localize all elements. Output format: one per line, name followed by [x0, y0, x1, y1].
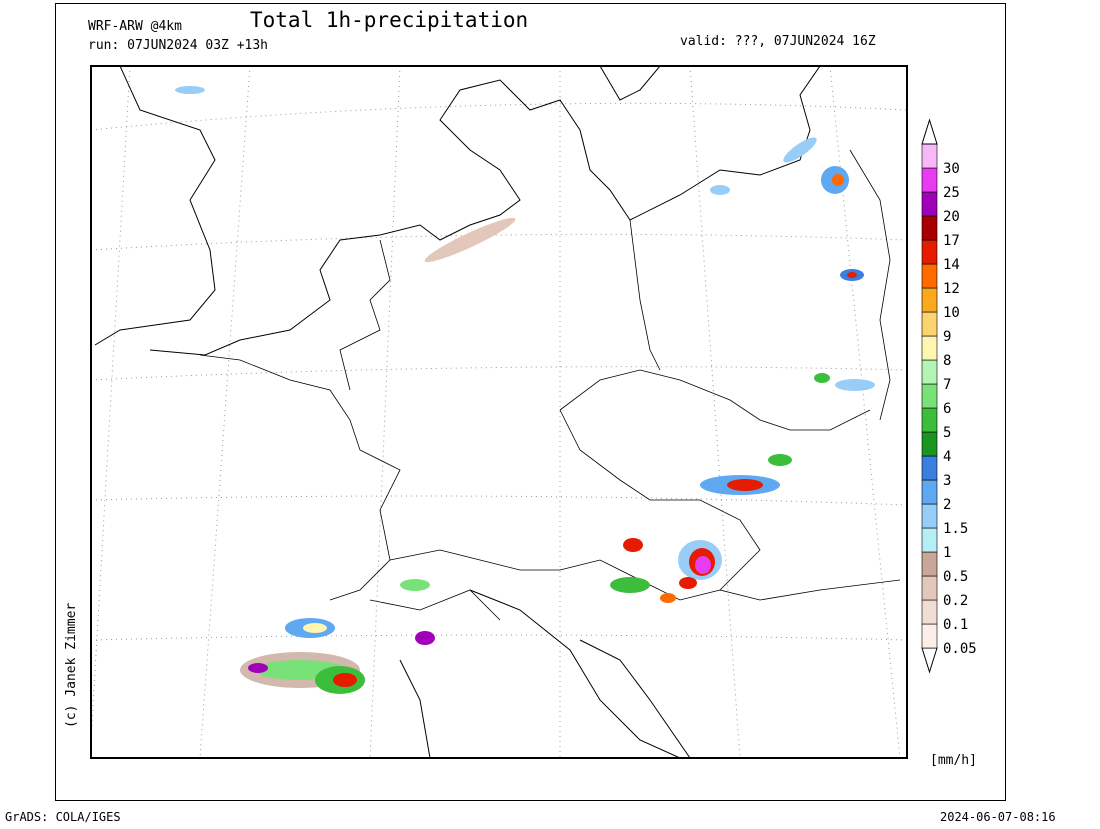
legend-cell: [921, 263, 938, 289]
coastlines: [94, 66, 821, 758]
legend-label: 1.5: [943, 521, 968, 537]
legend-cell: [921, 311, 938, 337]
legend-cell: [921, 431, 938, 457]
legend-label: 4: [943, 449, 951, 465]
map-frame: [90, 65, 908, 759]
legend-label: 2: [943, 497, 951, 513]
run-label: run: 07JUN2024 03Z +13h: [88, 38, 268, 53]
map: [90, 65, 908, 759]
valid-label: valid: ???, 07JUN2024 16Z: [680, 34, 876, 49]
legend-label: 20: [943, 209, 960, 225]
map-title: Total 1h-precipitation: [250, 8, 528, 32]
precipitation: [175, 86, 875, 694]
borders: [199, 149, 901, 621]
unit-label: [mm/h]: [930, 753, 977, 768]
legend-end: [921, 118, 938, 145]
legend-cell: [921, 383, 938, 409]
legend-label: 1: [943, 545, 951, 561]
footer-left: GrADS: COLA/IGES: [5, 810, 121, 824]
legend-cell: [921, 215, 938, 241]
legend-label: 3: [943, 473, 951, 489]
legend-label: 7: [943, 377, 951, 393]
legend-label: 25: [943, 185, 960, 201]
legend-cell: [921, 359, 938, 385]
model-label: WRF-ARW @4km: [88, 19, 182, 34]
legend-end: [921, 647, 938, 674]
legend-label: 17: [943, 233, 960, 249]
legend-label: 0.05: [943, 641, 977, 657]
legend-cell: [921, 191, 938, 217]
legend-label: 0.5: [943, 569, 968, 585]
legend-cell: [921, 527, 938, 553]
legend-label: 0.1: [943, 617, 968, 633]
legend-cell: [921, 479, 938, 505]
legend-cell: [921, 167, 938, 193]
legend-label: 12: [943, 281, 960, 297]
legend-label: 10: [943, 305, 960, 321]
legend-cell: [921, 623, 938, 649]
legend-cell: [921, 503, 938, 529]
credit: (c) Janek Zimmer: [64, 603, 79, 728]
legend-label: 8: [943, 353, 951, 369]
legend-cell: [921, 575, 938, 601]
color-legend: 0.05 0.1 0.2 0.5 1 1.5 2 3 4 5 6 7 8 9 10 12 14 17 20 25 30: [921, 118, 977, 674]
legend-cell: [921, 335, 938, 361]
legend-cell: [921, 287, 938, 313]
footer-right: 2024-06-07-08:16: [940, 810, 1056, 824]
legend-cell: [921, 599, 938, 625]
legend-label: 5: [943, 425, 951, 441]
graticule: [91, 66, 907, 758]
legend-cell: [921, 551, 938, 577]
legend-label: 0.2: [943, 593, 968, 609]
legend-cell: [921, 143, 938, 169]
outer-frame: [55, 3, 1006, 801]
legend-cell: [921, 455, 938, 481]
legend-label: 14: [943, 257, 960, 273]
legend-cell: [921, 407, 938, 433]
legend-cell: [921, 239, 938, 265]
legend-label: 30: [943, 161, 960, 177]
legend-label: 6: [943, 401, 951, 417]
legend-label: 9: [943, 329, 951, 345]
